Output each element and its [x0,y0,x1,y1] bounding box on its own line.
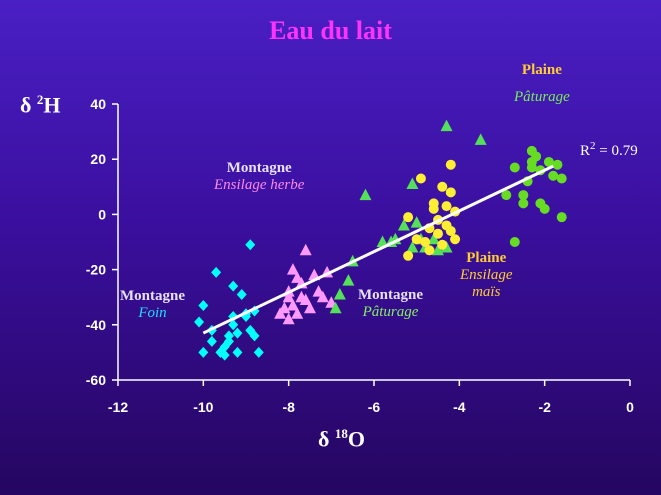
paturage_plaine-point [509,162,520,173]
x-tick-label: -12 [108,399,128,415]
foin-point [236,288,247,300]
ensilage_mais-point [403,212,414,223]
paturage_plaine-point [518,190,529,201]
ensilage_mais-point [415,173,426,184]
foin-point [228,319,239,331]
x-axis-label: δ 18O [318,426,366,452]
ensilage_herbe-point [299,243,312,256]
paturage_montagne-point [427,232,440,245]
ensilage_mais-point [411,234,422,245]
ensilage_mais-point [437,239,448,250]
ensilage_mais-point [450,234,461,245]
paturage_plaine-point [556,212,567,223]
y-tick-label: 40 [90,96,106,112]
ensilage_mais-point [445,187,456,198]
ensilage_herbe-point [286,263,299,275]
foin-point [223,330,234,342]
ensilage_herbe-point [274,307,287,319]
foin-point [245,239,256,251]
paturage_montagne-point [333,287,346,300]
ensilage_mais-point [445,159,456,170]
paturage_plaine-point [543,156,554,167]
paturage_plaine-point [501,190,512,201]
ensilage_mais-point [441,201,452,212]
paturage_montagne-point [359,188,372,201]
foin-point [253,346,264,358]
foin-point [219,349,230,361]
foin-point [232,327,243,339]
x-tick-label: -8 [282,399,295,415]
ensilage_herbe-point [316,290,329,303]
label-montagne-foin: Montagne Foin [120,288,185,321]
label-plaine-ensilage-mais: Plaine Ensilage maïs [460,250,513,300]
ensilage_herbe-point [304,301,316,314]
paturage_montagne-point [397,218,410,231]
paturage_montagne-point [329,301,342,314]
ensilage_mais-point [437,181,448,192]
paturage_plaine-point [509,237,520,247]
foin-point [206,335,217,347]
ensilage_mais-point [403,250,414,261]
ensilage_mais-point [428,198,439,209]
y-tick-label: -60 [86,372,106,388]
paturage_montagne-point [376,235,389,247]
y-axis-label: δ 2H [20,92,61,118]
ensilage_mais-point [424,245,435,256]
regression-line [202,164,554,335]
ensilage_herbe-point [282,290,295,303]
foin-point [249,330,260,342]
y-tick-label: 0 [98,206,106,222]
label-plaine-paturage: Plaine Pâturage [514,62,570,105]
foin-point [194,316,205,328]
label-montagne-paturage: Montagne Pâturage [358,287,423,320]
foin-point [223,335,234,347]
paturage_plaine-point [556,173,567,184]
x-tick-label: -6 [368,399,381,415]
paturage_plaine-point [552,159,563,170]
x-tick-label: -10 [193,399,213,415]
paturage_montagne-point [342,274,355,286]
paturage_plaine-point [526,156,537,167]
paturage_montagne-point [406,177,419,190]
ensilage_mais-point [420,237,431,247]
paturage_montagne-point [410,216,423,228]
foin-point [232,346,243,358]
ensilage_herbe-point [299,293,312,305]
foin-point [228,280,239,292]
y-tick-label: 20 [90,151,106,167]
chart-title: Eau du lait [269,16,392,45]
y-tick-label: -40 [86,317,106,333]
foin-point [198,299,209,311]
paturage_plaine-point [518,198,529,209]
x-tick-label: -2 [538,399,551,415]
r-squared-label: R2 = 0.79 [580,140,638,159]
paturage_plaine-point [548,170,559,181]
paturage_plaine-point [539,203,550,214]
ensilage_herbe-point [282,312,295,325]
x-tick-label: -4 [453,399,466,415]
foin-point [211,266,222,278]
ensilage_herbe-point [286,298,299,311]
paturage_montagne-point [406,241,419,253]
ensilage_mais-point [445,225,456,236]
x-tick-label: 0 [626,399,634,415]
paturage_montagne-point [474,133,487,145]
ensilage_herbe-point [291,307,304,319]
foin-point [198,346,209,358]
y-tick-label: -20 [86,262,106,278]
paturage_montagne-point [440,119,453,132]
label-montagne-ensilage-herbe: Montagne Ensilage herbe [214,160,305,193]
ensilage_mais-point [433,228,443,239]
